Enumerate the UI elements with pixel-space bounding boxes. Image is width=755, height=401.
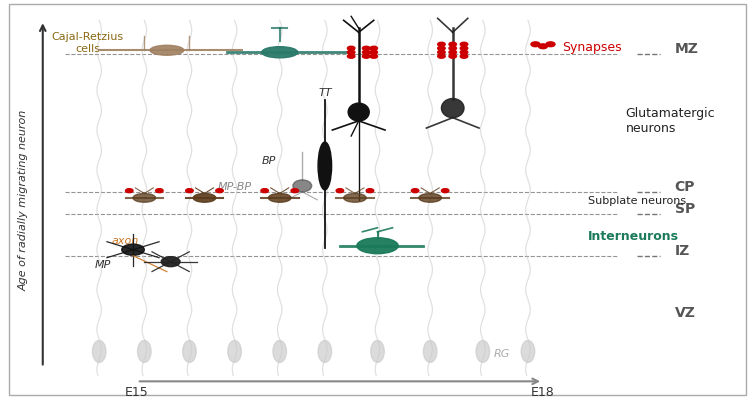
Circle shape [261, 189, 269, 193]
Circle shape [125, 189, 133, 193]
Circle shape [370, 47, 378, 51]
Ellipse shape [424, 340, 437, 363]
Text: Subplate neurons: Subplate neurons [588, 195, 686, 205]
Text: RG: RG [494, 348, 510, 358]
Circle shape [370, 55, 378, 59]
Ellipse shape [92, 340, 106, 363]
Ellipse shape [348, 104, 369, 122]
Text: BP: BP [261, 156, 276, 166]
Ellipse shape [357, 238, 398, 254]
Text: Interneurons: Interneurons [588, 230, 679, 243]
Text: TT: TT [318, 88, 331, 98]
Ellipse shape [521, 340, 535, 363]
Circle shape [442, 189, 449, 193]
Circle shape [336, 189, 344, 193]
Ellipse shape [476, 340, 489, 363]
Text: MP: MP [94, 259, 111, 269]
Ellipse shape [318, 340, 331, 363]
Text: MP-BP: MP-BP [217, 181, 251, 191]
Text: MZ: MZ [675, 42, 698, 56]
Circle shape [366, 189, 374, 193]
Text: axon: axon [112, 235, 139, 245]
Circle shape [362, 47, 370, 51]
Ellipse shape [193, 194, 216, 203]
Ellipse shape [162, 257, 180, 267]
Circle shape [347, 55, 355, 59]
Circle shape [438, 47, 445, 51]
Circle shape [449, 55, 457, 59]
Circle shape [156, 189, 163, 193]
Ellipse shape [150, 46, 183, 56]
Circle shape [291, 189, 298, 193]
Ellipse shape [133, 194, 156, 203]
Ellipse shape [419, 194, 442, 203]
Circle shape [347, 51, 355, 55]
Circle shape [449, 43, 457, 47]
Ellipse shape [262, 48, 297, 59]
Ellipse shape [442, 99, 464, 118]
Circle shape [461, 43, 468, 47]
Text: SP: SP [675, 201, 695, 215]
Circle shape [461, 47, 468, 51]
Circle shape [449, 51, 457, 55]
Text: Glutamatergic
neurons: Glutamatergic neurons [626, 107, 715, 135]
Circle shape [186, 189, 193, 193]
Ellipse shape [122, 245, 144, 256]
Circle shape [538, 45, 547, 50]
Ellipse shape [371, 340, 384, 363]
Circle shape [411, 189, 419, 193]
Circle shape [531, 43, 540, 48]
Text: E15: E15 [125, 385, 149, 398]
Ellipse shape [344, 194, 366, 203]
Ellipse shape [183, 340, 196, 363]
Ellipse shape [293, 180, 312, 192]
Text: E18: E18 [531, 385, 555, 398]
Text: Synapses: Synapses [562, 41, 621, 54]
Ellipse shape [318, 143, 331, 190]
Text: CP: CP [675, 179, 695, 193]
Circle shape [461, 51, 468, 55]
Circle shape [362, 55, 370, 59]
Circle shape [347, 47, 355, 51]
Circle shape [546, 43, 555, 48]
Text: VZ: VZ [675, 305, 695, 319]
Ellipse shape [269, 194, 291, 203]
Circle shape [438, 51, 445, 55]
Circle shape [461, 55, 468, 59]
Text: Cajal-Retzius
cells: Cajal-Retzius cells [52, 32, 124, 54]
Text: Age of radially migrating neuron: Age of radially migrating neuron [19, 110, 29, 291]
Circle shape [362, 51, 370, 55]
Circle shape [438, 43, 445, 47]
Circle shape [370, 51, 378, 55]
Circle shape [216, 189, 223, 193]
Ellipse shape [137, 340, 151, 363]
Circle shape [438, 55, 445, 59]
Ellipse shape [273, 340, 286, 363]
Circle shape [449, 47, 457, 51]
Text: IZ: IZ [675, 243, 690, 257]
Ellipse shape [228, 340, 242, 363]
